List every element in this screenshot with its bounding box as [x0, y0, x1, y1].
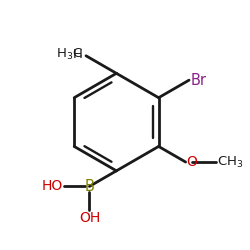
Text: $\mathregular{CH_3}$: $\mathregular{CH_3}$	[217, 154, 243, 170]
Text: B: B	[84, 179, 94, 194]
Text: H: H	[73, 48, 83, 61]
Text: $\mathregular{H_3C}$: $\mathregular{H_3C}$	[56, 47, 83, 62]
Text: O: O	[186, 155, 198, 169]
Text: Br: Br	[191, 73, 207, 88]
Text: HO: HO	[42, 180, 63, 194]
Text: OH: OH	[79, 211, 100, 225]
